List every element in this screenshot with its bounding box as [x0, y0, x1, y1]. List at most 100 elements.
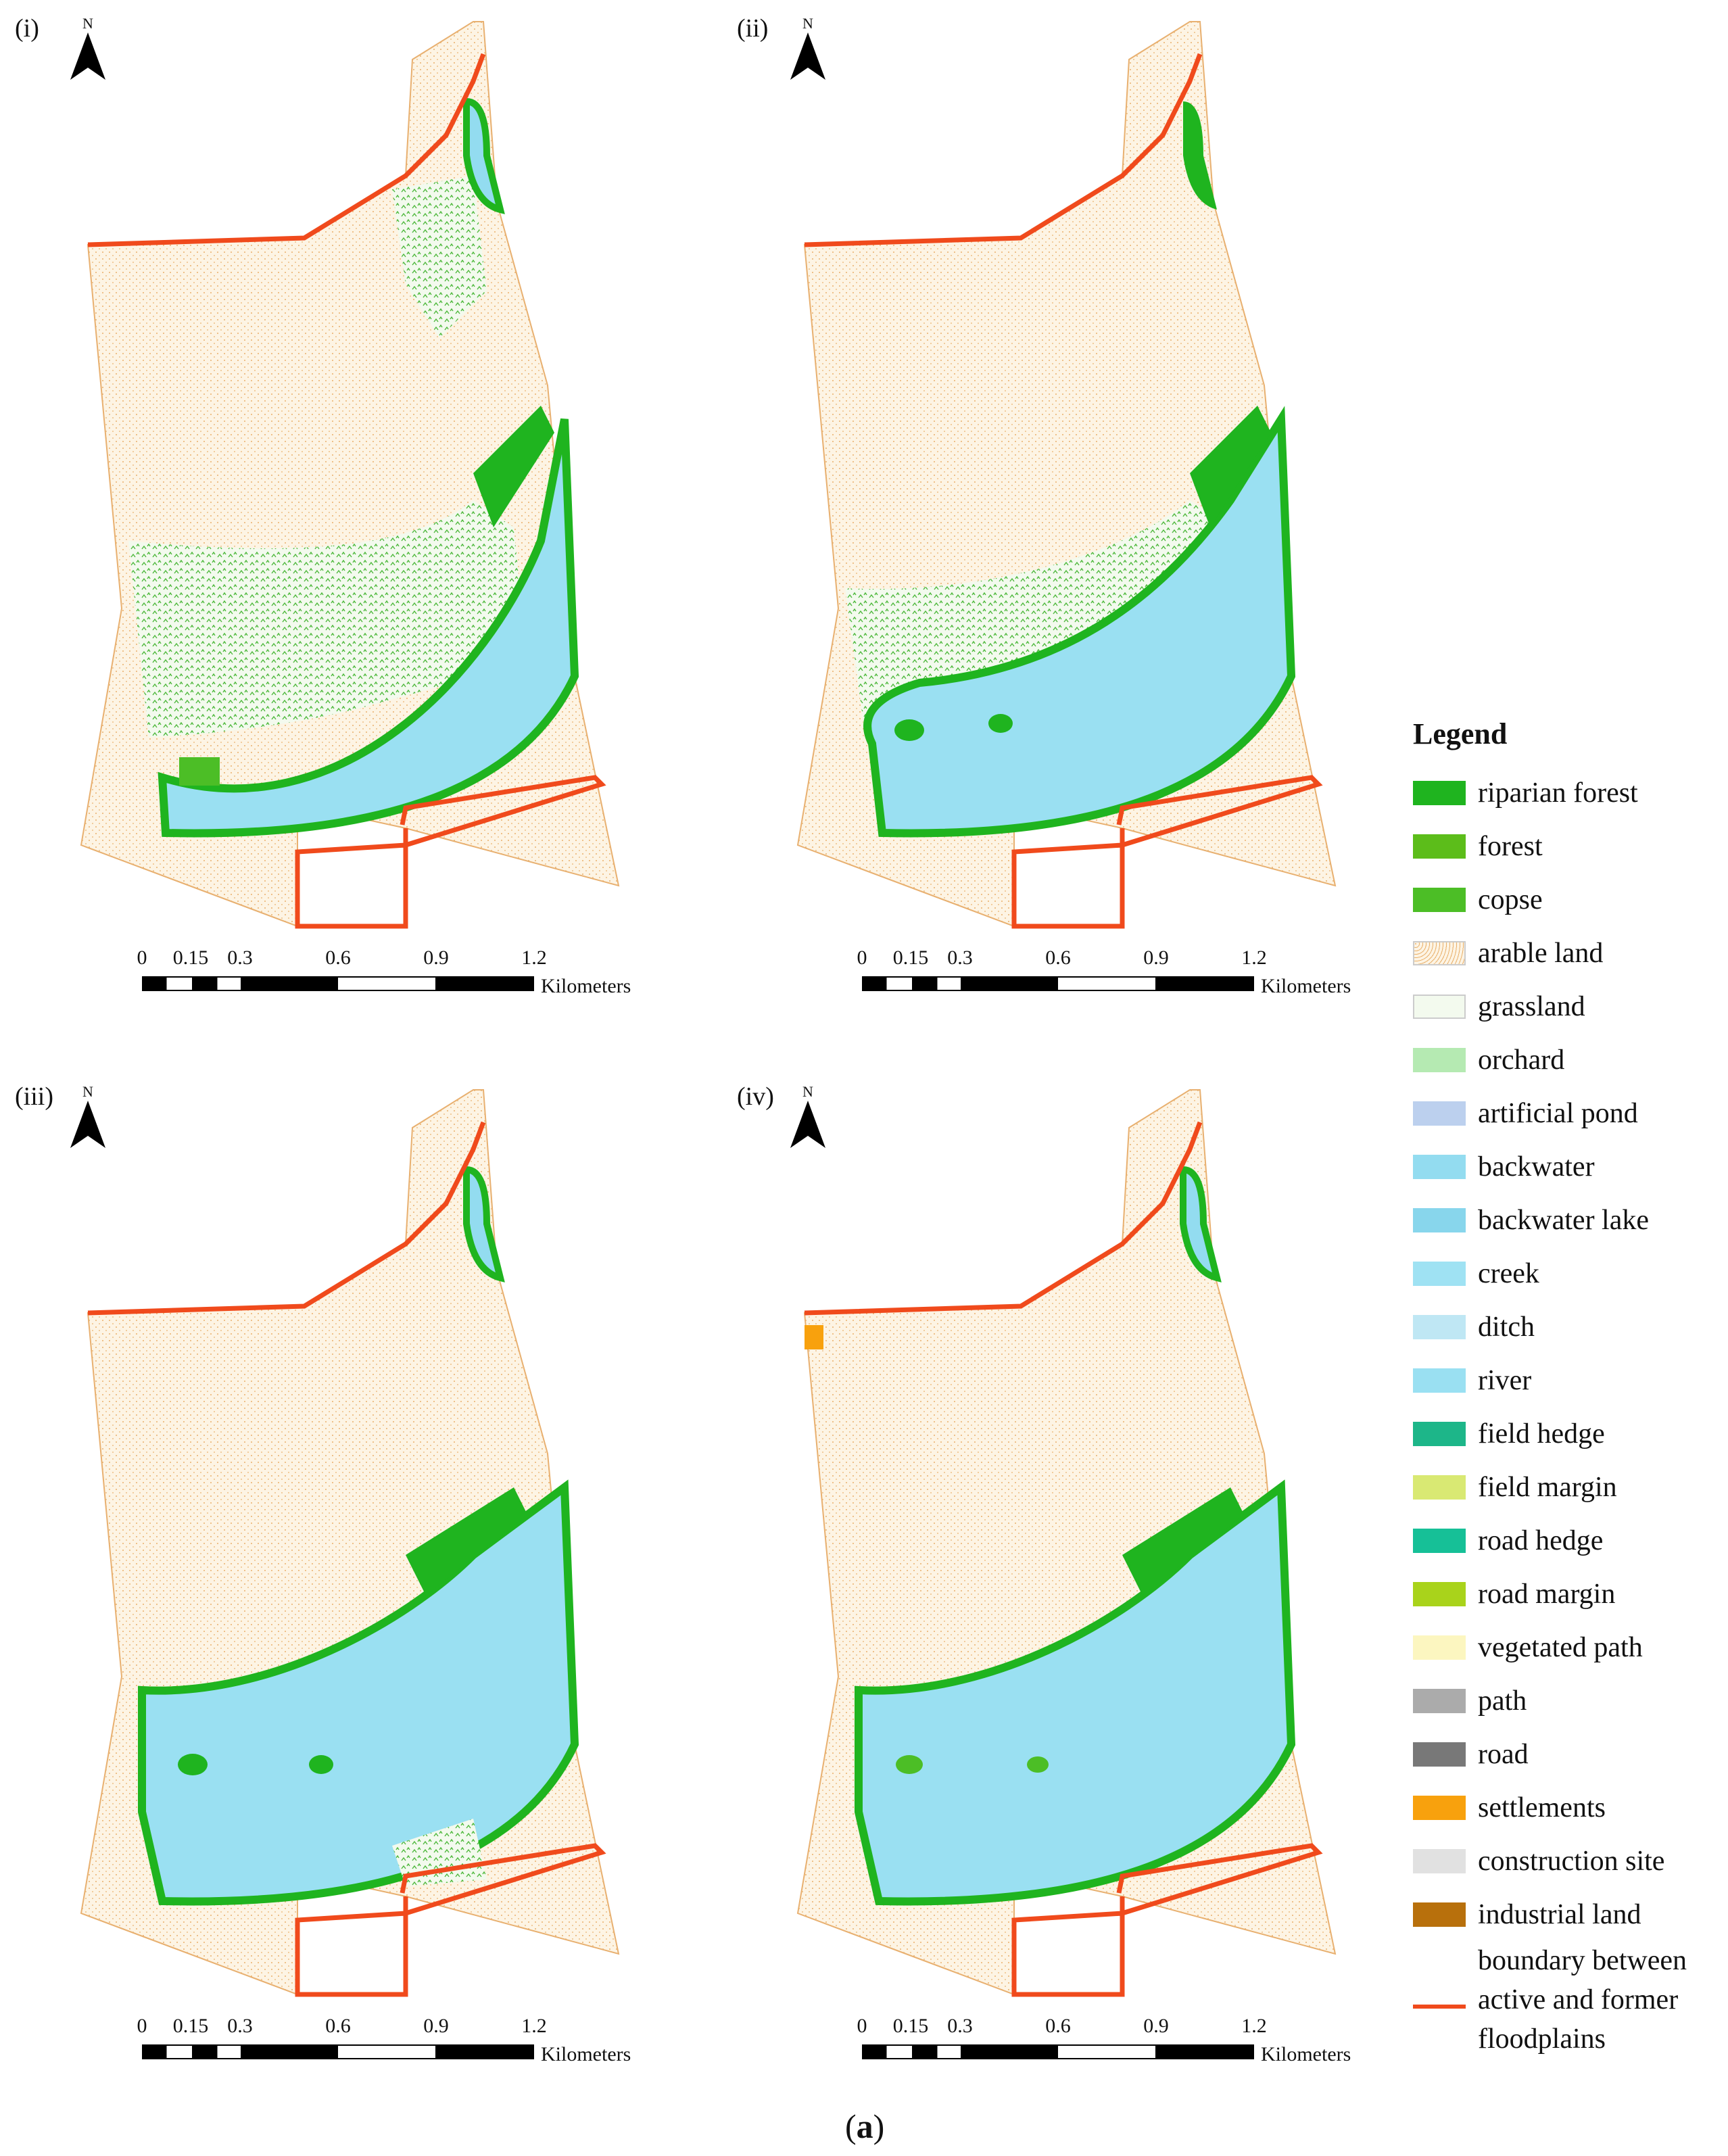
legend-item: road — [1413, 1727, 1724, 1781]
land-use-map — [80, 21, 620, 929]
panel-label: (iii) — [15, 1082, 53, 1111]
backwater-north — [463, 1166, 505, 1283]
legend-item: arable land — [1413, 926, 1724, 980]
river — [855, 1479, 1296, 1906]
backwater-north — [1183, 101, 1217, 210]
legend-label: backwater — [1478, 1151, 1595, 1182]
legend-swatch — [1413, 1475, 1466, 1500]
legend-swatch — [1413, 1688, 1466, 1713]
legend-swatch — [1413, 1261, 1466, 1286]
legend-item: copse — [1413, 873, 1724, 926]
legend-label: path — [1478, 1685, 1527, 1717]
boundary-line-icon — [1413, 2005, 1466, 2009]
backwater-north — [1180, 1166, 1222, 1283]
legend-label: river — [1478, 1364, 1532, 1396]
legend-swatch — [1413, 780, 1466, 805]
island — [309, 1755, 333, 1774]
map-panel-iv: (iv) N 0 0.15 0.3 0.6 0.9 1.2 Kilometers — [717, 1068, 1420, 2082]
legend-item: vegetated path — [1413, 1621, 1724, 1674]
floodplain-boundary — [87, 53, 486, 247]
legend-swatch — [1413, 1314, 1466, 1339]
legend-label: ditch — [1478, 1311, 1535, 1343]
legend-swatch — [1413, 994, 1466, 1019]
legend-item: grassland — [1413, 980, 1724, 1033]
island — [896, 1755, 923, 1774]
north-arrow-icon — [790, 1101, 825, 1148]
copse — [179, 757, 220, 786]
floodplain-boundary — [804, 1121, 1203, 1316]
legend-swatch — [1413, 1795, 1466, 1820]
island — [894, 719, 924, 741]
north-letter: N — [82, 15, 93, 32]
north-arrow-icon — [790, 32, 825, 80]
figure-caption: (a) — [845, 2107, 885, 2145]
legend-swatch — [1413, 834, 1466, 859]
legend-swatch — [1413, 1742, 1466, 1767]
panel-label: (iv) — [737, 1082, 774, 1111]
legend-swatch — [1413, 940, 1466, 965]
legend-item: field margin — [1413, 1460, 1724, 1514]
scale-unit: Kilometers — [541, 975, 631, 997]
legend-label: settlements — [1478, 1792, 1606, 1823]
legend-item: riparian forest — [1413, 766, 1724, 819]
north-arrow: N — [788, 1083, 828, 1151]
north-arrow: N — [68, 1083, 108, 1151]
legend-label: vegetated path — [1478, 1631, 1643, 1663]
legend-swatch — [1413, 1528, 1466, 1553]
legend-label: forest — [1478, 830, 1543, 862]
island — [1027, 1756, 1049, 1773]
legend-label: field hedge — [1478, 1418, 1605, 1450]
river — [138, 1479, 579, 1906]
legend-label: riparian forest — [1478, 777, 1638, 809]
riparian-forest — [473, 406, 554, 527]
legend-label: grassland — [1478, 990, 1585, 1022]
legend-item-boundary: boundary between active and former flood… — [1413, 1941, 1724, 2059]
north-arrow-icon — [70, 32, 105, 80]
legend-label: orchard — [1478, 1044, 1565, 1076]
backwater-north — [463, 97, 505, 214]
legend-item: construction site — [1413, 1834, 1724, 1888]
legend-item: backwater lake — [1413, 1193, 1724, 1247]
floodplain-boundary — [804, 53, 1203, 247]
legend-item: artificial pond — [1413, 1086, 1724, 1140]
legend-label: construction site — [1478, 1845, 1665, 1877]
island — [988, 714, 1013, 733]
riparian-forest — [1190, 406, 1271, 527]
legend-item: road margin — [1413, 1567, 1724, 1621]
legend-swatch — [1413, 1421, 1466, 1446]
floodplain-boundary — [87, 1121, 486, 1316]
map-panel-ii: (ii) N 0 0.15 0.3 0.6 0.9 1.2 Kilometers — [717, 0, 1420, 1014]
island — [178, 1754, 208, 1775]
panel-label: (i) — [15, 14, 39, 43]
legend-label: creek — [1478, 1257, 1539, 1289]
legend-item: field hedge — [1413, 1407, 1724, 1460]
legend-item: river — [1413, 1354, 1724, 1407]
legend-item: path — [1413, 1674, 1724, 1727]
land-use-map — [80, 1089, 620, 1997]
legend-label: road margin — [1478, 1578, 1616, 1610]
legend-title: Legend — [1413, 717, 1508, 750]
floodplain-boundary-south — [1011, 1843, 1323, 1997]
land-use-map — [796, 1089, 1337, 1997]
map-panel-iii: (iii) N 0 0.15 0.3 0.6 0.9 1.2 Kilometer… — [0, 1068, 703, 2082]
floodplain-boundary-south — [295, 1843, 606, 1997]
legend-swatch — [1413, 887, 1466, 912]
grassland-north — [392, 176, 487, 338]
north-arrow-icon — [70, 1101, 105, 1148]
legend-swatch — [1413, 1581, 1466, 1606]
legend-item: forest — [1413, 819, 1724, 873]
legend-item: industrial land — [1413, 1888, 1724, 1941]
river — [158, 418, 579, 838]
legend-swatch — [1413, 1047, 1466, 1072]
legend-swatch — [1413, 1368, 1466, 1393]
legend-label: road — [1478, 1738, 1529, 1770]
map-panel-i: (i) N 0 0.15 0.3 0.6 0.9 1.2 Kilometers — [0, 0, 703, 1014]
north-arrow: N — [788, 15, 828, 83]
legend-swatch — [1413, 1848, 1466, 1873]
legend-item: ditch — [1413, 1300, 1724, 1354]
boundary-line3: floodplains — [1478, 2023, 1606, 2055]
legend-label: artificial pond — [1478, 1097, 1638, 1129]
legend-label: backwater lake — [1478, 1204, 1650, 1236]
scale-bar: 0 0.15 0.3 0.6 0.9 1.2 Kilometers — [857, 2015, 1351, 2065]
legend-item: settlements — [1413, 1781, 1724, 1834]
